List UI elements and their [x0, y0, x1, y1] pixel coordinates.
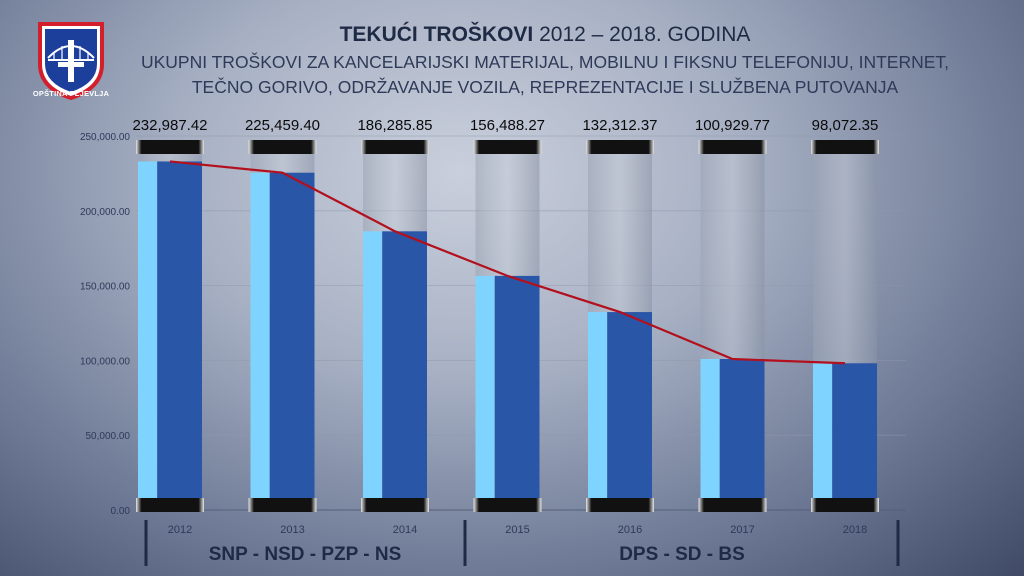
y-tick-label: 150,000.00 [80, 282, 130, 293]
data-label: 186,285.85 [357, 117, 432, 134]
bar-bottom-cap [136, 498, 204, 512]
chart-subtitle-line-1: UKUPNI TROŠKOVI ZA KANCELARIJSKI MATERIJ… [140, 52, 950, 72]
x-tick-label: 2015 [505, 524, 529, 536]
x-tick-label: 2017 [730, 524, 754, 536]
bar-highlight [475, 275, 495, 510]
chart-subtitle-line-2: TEČNO GORIVO, ODRŽAVANJE VOZILA, REPREZE… [191, 77, 899, 97]
bar-highlight [363, 231, 383, 510]
y-axis: 0.00 50,000.00 100,000.00 150,000.00 200,000… [80, 132, 130, 517]
y-tick-label: 200,000.00 [80, 207, 130, 218]
bars [136, 140, 879, 512]
y-tick-label: 100,000.00 [80, 356, 130, 367]
y-tick-label: 50,000.00 [86, 431, 131, 442]
data-label: 132,312.37 [582, 117, 657, 134]
data-label: 232,987.42 [132, 117, 207, 134]
logo-label: OPŠTINA PLJEVLJA [32, 89, 110, 98]
bar-top-cap [698, 140, 767, 154]
bar-top-cap [811, 140, 879, 154]
x-tick-label: 2012 [168, 524, 192, 536]
coat-of-arms-icon [38, 22, 104, 100]
chart-title-bold: TEKUĆI TROŠKOVI [339, 23, 534, 46]
bar-top-cap [248, 140, 317, 154]
bar [607, 312, 652, 510]
x-tick-label: 2013 [280, 524, 304, 536]
data-label: 156,488.27 [470, 117, 545, 134]
y-tick-label: 0.00 [111, 506, 131, 517]
bar-bottom-cap [811, 498, 879, 512]
bar-highlight [588, 312, 608, 510]
bar-bottom-cap [473, 498, 542, 512]
bar-highlight [813, 363, 833, 510]
bar-top-cap [473, 140, 542, 154]
bar-bottom-cap [698, 498, 767, 512]
bar-top-cap [361, 140, 429, 154]
bar-highlight [700, 359, 720, 510]
x-tick-label: 2016 [618, 524, 642, 536]
bar-top-cap [586, 140, 654, 154]
bar-top-cap [136, 140, 204, 154]
bar-bottom-cap [361, 498, 429, 512]
group-label: DPS - SD - BS [619, 544, 745, 565]
bar-bottom-cap [586, 498, 654, 512]
trend-line-layer [169, 160, 846, 365]
group-label: SNP - NSD - PZP - NS [209, 544, 402, 565]
y-tick-label: 250,000.00 [80, 132, 130, 143]
data-label: 98,072.35 [812, 117, 879, 134]
bar [269, 172, 315, 510]
chart-title: TEKUĆI TROŠKOVI 2012 – 2018. GODINA [130, 23, 960, 47]
trend-line [169, 160, 846, 365]
bar-highlight [138, 161, 158, 511]
bar [157, 161, 202, 511]
group-labels: SNP - NSD - PZP - NS DPS - SD - BS [144, 520, 900, 566]
x-tick-label: 2014 [393, 524, 417, 536]
chart-title-rest: 2012 – 2018. GODINA [533, 23, 751, 46]
data-label: 100,929.77 [695, 117, 770, 134]
value-labels: 232,987.42 225,459.40 186,285.85 156,488.27… [132, 117, 878, 134]
bar [719, 359, 765, 510]
bar [494, 275, 540, 510]
x-tick-label: 2018 [843, 524, 867, 536]
bar-bottom-cap [248, 498, 317, 512]
x-axis: 2012 2013 2014 2015 2016 2017 2018 [168, 524, 867, 536]
bar [832, 363, 877, 510]
data-label: 225,459.40 [245, 117, 320, 134]
bar-highlight [250, 172, 270, 510]
bar [382, 231, 427, 510]
